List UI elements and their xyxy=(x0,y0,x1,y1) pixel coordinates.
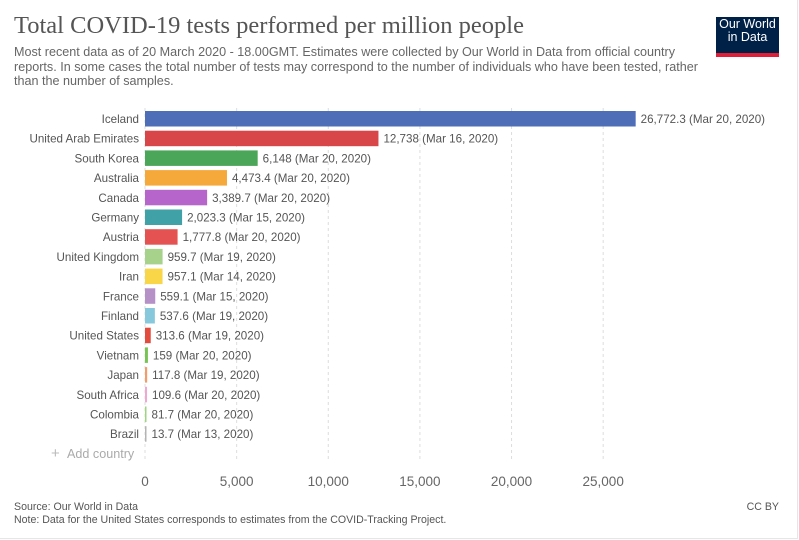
license-link[interactable]: CC BY xyxy=(746,501,779,513)
value-label: 81.7 (Mar 20, 2020) xyxy=(152,409,254,422)
category-label: Canada xyxy=(98,192,139,205)
category-label: United Kingdom xyxy=(57,251,140,264)
bar[interactable] xyxy=(145,170,227,186)
value-label: 957.1 (Mar 14, 2020) xyxy=(168,271,276,284)
bars xyxy=(145,111,636,442)
footer-source: Source: Our World in Data xyxy=(14,501,139,513)
logo-line-2: in Data xyxy=(727,30,768,44)
bar[interactable] xyxy=(145,209,183,226)
category-label: South Africa xyxy=(76,389,139,402)
x-tick-label: 5,000 xyxy=(220,474,254,489)
category-label: Finland xyxy=(101,310,139,323)
value-label: 13.7 (Mar 13, 2020) xyxy=(152,428,254,441)
category-label: France xyxy=(103,290,139,303)
category-label: Brazil xyxy=(110,428,139,441)
value-label: 959.7 (Mar 19, 2020) xyxy=(168,251,276,264)
value-label: 117.8 (Mar 19, 2020) xyxy=(152,369,260,382)
x-tick-label: 25,000 xyxy=(583,474,624,489)
category-label: Vietnam xyxy=(97,349,139,362)
category-label: United Arab Emirates xyxy=(29,133,139,146)
x-tick-label: 10,000 xyxy=(308,474,349,489)
x-tick-label: 15,000 xyxy=(399,474,440,489)
category-label: United States xyxy=(69,330,139,343)
value-label: 537.6 (Mar 19, 2020) xyxy=(160,310,268,323)
category-label: Germany xyxy=(91,212,139,225)
chart-subtitle: Most recent data as of 20 March 2020 - 1… xyxy=(14,45,698,88)
bar[interactable] xyxy=(145,229,178,245)
gridlines xyxy=(144,108,604,462)
value-label: 12,738 (Mar 16, 2020) xyxy=(383,133,498,146)
value-label: 109.6 (Mar 20, 2020) xyxy=(152,389,260,402)
bar[interactable] xyxy=(145,111,636,127)
footer-note: Note: Data for the United States corresp… xyxy=(14,514,447,526)
bar[interactable] xyxy=(145,248,163,265)
value-label: 559.1 (Mar 15, 2020) xyxy=(160,290,268,303)
value-label: 1,777.8 (Mar 20, 2020) xyxy=(183,231,301,244)
add-country-label: Add country xyxy=(67,447,135,461)
category-label: South Korea xyxy=(75,152,140,165)
value-label: 159 (Mar 20, 2020) xyxy=(153,349,252,362)
labels: Iceland 26,772.3 (Mar 20, 2020) United Ara… xyxy=(29,113,765,441)
category-label: Japan xyxy=(107,369,139,382)
add-country-button[interactable]: + Add country xyxy=(51,445,135,462)
value-label: 313.6 (Mar 19, 2020) xyxy=(156,330,264,343)
category-label: Austria xyxy=(103,231,140,244)
x-tick-label: 20,000 xyxy=(491,474,532,489)
bar[interactable] xyxy=(145,189,208,206)
value-label: 4,473.4 (Mar 20, 2020) xyxy=(232,172,350,185)
bar[interactable] xyxy=(145,406,147,423)
logo-line-1: Our World xyxy=(719,17,776,31)
bar[interactable] xyxy=(145,308,155,324)
owid-logo[interactable]: Our World in Data xyxy=(716,17,779,57)
bar[interactable] xyxy=(145,288,156,304)
bar[interactable] xyxy=(145,327,151,344)
chart-title: Total COVID-19 tests performed per milli… xyxy=(14,12,524,39)
category-label: Australia xyxy=(94,172,140,185)
bar[interactable] xyxy=(145,347,148,363)
x-axis: 0 5,000 10,000 15,000 20,000 25,000 xyxy=(141,474,624,489)
x-tick-label: 0 xyxy=(141,474,149,489)
category-label: Colombia xyxy=(90,409,140,422)
bar[interactable] xyxy=(145,268,163,285)
plus-icon: + xyxy=(51,445,60,462)
bar[interactable] xyxy=(145,130,379,147)
bar[interactable] xyxy=(145,386,148,403)
bar[interactable] xyxy=(145,426,147,442)
value-label: 26,772.3 (Mar 20, 2020) xyxy=(641,113,766,126)
bar[interactable] xyxy=(145,150,258,166)
bar[interactable] xyxy=(145,367,148,383)
value-label: 3,389.7 (Mar 20, 2020) xyxy=(212,192,330,205)
value-label: 2,023.3 (Mar 15, 2020) xyxy=(187,212,305,225)
category-label: Iceland xyxy=(102,113,139,126)
category-label: Iran xyxy=(119,271,139,284)
value-label: 6,148 (Mar 20, 2020) xyxy=(263,152,371,165)
